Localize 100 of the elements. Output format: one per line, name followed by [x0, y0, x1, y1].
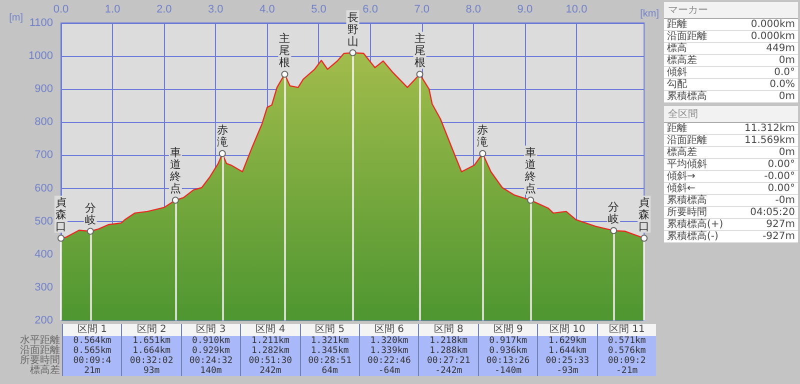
- text: -0m: [775, 195, 795, 206]
- text: 1.664km: [132, 346, 172, 356]
- text: 区間 6: [360, 324, 418, 336]
- text: 傾斜→: [667, 171, 696, 182]
- x-tick-label: 5.0: [311, 4, 326, 16]
- text: 1.339km: [369, 346, 410, 356]
- text: マーカー: [664, 2, 798, 19]
- text: 勾配: [667, 79, 687, 90]
- text: 0.00°: [768, 183, 795, 194]
- x-tick-label: 7.0: [414, 4, 430, 16]
- text: -927m: [762, 231, 795, 242]
- text: 累積標高: [667, 91, 707, 102]
- text: 標高差: [667, 147, 697, 158]
- text: 0.000km: [750, 31, 795, 42]
- text: 0.564km: [72, 336, 112, 346]
- text: 標高: [667, 43, 687, 54]
- text: 1.320km: [369, 336, 410, 346]
- x-tick-label: 1.0: [104, 4, 120, 16]
- text: 21m: [83, 366, 102, 376]
- text: 標高差: [667, 55, 697, 66]
- text: 沿面距離: [667, 31, 707, 42]
- text: 00:24:32: [188, 356, 234, 366]
- y-tick-label: 1100: [29, 17, 53, 29]
- annotation: 貞森口: [638, 196, 650, 234]
- text: 傾斜: [667, 67, 687, 78]
- text: 0.936km: [488, 346, 528, 356]
- text: 区間 9: [478, 324, 538, 336]
- text: 11.312km: [744, 123, 795, 134]
- text: 64m: [320, 366, 339, 376]
- text: 0.0°: [774, 67, 795, 78]
- y-tick-label: 500: [34, 215, 53, 228]
- text: 0.565km: [72, 346, 112, 356]
- text: 927m: [766, 219, 795, 230]
- text: 区間 2: [122, 324, 181, 336]
- x-tick-label: 8.0: [466, 4, 482, 16]
- text: 0m: [778, 91, 795, 102]
- text: 累積標高: [667, 195, 707, 206]
- text: 区間 3: [182, 324, 240, 336]
- text: 140m: [199, 366, 223, 376]
- text: 242m: [258, 366, 282, 376]
- text: -140m: [494, 366, 523, 376]
- text: 距離: [667, 123, 687, 134]
- text: 区間 5: [300, 324, 360, 336]
- text: 0.000km: [750, 19, 795, 30]
- annotation: 車道終点: [524, 146, 536, 196]
- y-tick-label: 400: [34, 248, 53, 260]
- annotation: 長野山: [347, 10, 358, 48]
- text: 1.218km: [428, 336, 469, 346]
- text: 累積標高(-): [667, 231, 718, 242]
- text: 0.910km: [191, 336, 231, 346]
- text: 区間 1: [63, 324, 122, 336]
- text: 0.0%: [770, 79, 795, 90]
- text: 1.651km: [132, 336, 172, 346]
- x-tick-label: 10.0: [566, 4, 588, 16]
- text: 0m: [778, 55, 795, 66]
- y-tick-label: 900: [34, 83, 53, 96]
- annotation: 車道終点: [168, 146, 181, 196]
- text: 沿面距離: [19, 345, 61, 356]
- annotation: 主尾根: [279, 32, 290, 70]
- y-tick-label: 1000: [28, 50, 53, 62]
- text: 累積標高(+): [667, 219, 724, 230]
- text: -64m: [377, 366, 402, 376]
- text: 00:22:46: [366, 356, 412, 366]
- text: 00:25:33: [544, 356, 590, 366]
- text: 00:32:02: [128, 356, 174, 366]
- x-tick-label: 4.0: [260, 4, 275, 16]
- x-tick-label: 0.0: [53, 4, 69, 16]
- text: 0.576km: [606, 346, 647, 356]
- text: -0.00°: [764, 171, 795, 182]
- text: 00:51:30: [248, 356, 294, 366]
- y-tick-label: 600: [34, 182, 53, 194]
- text: 1.288km: [428, 346, 469, 356]
- annotation: 赤滝: [477, 124, 488, 149]
- text: 0m: [778, 147, 795, 158]
- text: 沿面距離: [667, 135, 707, 146]
- text: -93m: [556, 366, 580, 376]
- text: -242m: [434, 366, 464, 376]
- text: 0.00°: [768, 159, 795, 170]
- text: 区間 11: [598, 324, 656, 336]
- text: 00:27:21: [426, 356, 472, 366]
- y-tick-label: 200: [34, 314, 53, 326]
- y-tick-label: 700: [34, 149, 53, 162]
- text: 区間 8: [419, 324, 478, 336]
- text: 11.569km: [744, 135, 795, 146]
- text: 所要時間: [667, 207, 707, 218]
- x-tick-label: 2.0: [156, 4, 172, 16]
- annotation: 分岐: [84, 201, 96, 226]
- text: 距離: [667, 19, 687, 30]
- x-tick-label: 6.0: [362, 4, 378, 16]
- annotation: 貞森口: [56, 196, 66, 234]
- text: 全区間: [664, 106, 798, 123]
- text: 1.282km: [250, 346, 290, 356]
- text: 0.571km: [606, 336, 647, 346]
- text: 00:28:51: [307, 356, 352, 366]
- text: 1.345km: [310, 346, 350, 356]
- y-tick-label: 800: [34, 116, 53, 128]
- text: 04:05:20: [750, 207, 795, 218]
- text: 00:09:4: [72, 356, 112, 366]
- text: 傾斜←: [667, 183, 696, 194]
- text: 平均傾斜: [667, 159, 707, 170]
